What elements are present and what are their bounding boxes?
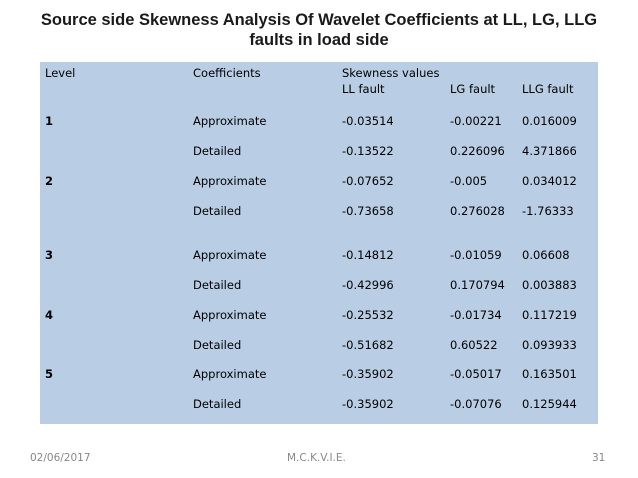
cell-llg-fault: 0.034012 (522, 174, 577, 188)
skewness-table: Level Coefficients Skewness values LL fa… (40, 62, 598, 424)
header-llg-fault: LLG fault (522, 82, 574, 96)
cell-level: 2 (45, 174, 54, 188)
header-skewness-values: Skewness values (342, 66, 440, 80)
header-coefficients: Coefficients (193, 66, 261, 80)
cell-lg-fault: 0.276028 (450, 204, 505, 218)
header-ll-fault: LL fault (342, 82, 385, 96)
cell-ll-fault: -0.42996 (342, 278, 394, 292)
header-lg-fault: LG fault (450, 82, 496, 96)
cell-level: 4 (45, 308, 54, 322)
cell-llg-fault: 4.371866 (522, 144, 577, 158)
cell-coefficient: Detailed (193, 144, 242, 158)
cell-ll-fault: -0.25532 (342, 308, 394, 322)
footer-page-number: 31 (592, 452, 606, 464)
cell-ll-fault: -0.73658 (342, 204, 394, 218)
cell-ll-fault: -0.14812 (342, 248, 394, 262)
header-level: Level (45, 66, 76, 80)
cell-lg-fault: 0.60522 (450, 338, 498, 352)
cell-coefficient: Detailed (193, 278, 242, 292)
cell-ll-fault: -0.35902 (342, 367, 394, 381)
cell-ll-fault: -0.13522 (342, 144, 394, 158)
cell-llg-fault: 0.163501 (522, 367, 577, 381)
cell-level: 1 (45, 114, 54, 128)
cell-coefficient: Detailed (193, 204, 242, 218)
cell-coefficient: Approximate (193, 114, 267, 128)
cell-ll-fault: -0.07652 (342, 174, 394, 188)
cell-level: 3 (45, 248, 54, 262)
cell-lg-fault: -0.07076 (450, 397, 502, 411)
cell-ll-fault: -0.03514 (342, 114, 394, 128)
footer-date: 02/06/2017 (30, 452, 91, 464)
cell-coefficient: Approximate (193, 367, 267, 381)
cell-llg-fault: 0.016009 (522, 114, 577, 128)
cell-llg-fault: 0.093933 (522, 338, 577, 352)
cell-coefficient: Detailed (193, 338, 242, 352)
cell-ll-fault: -0.51682 (342, 338, 394, 352)
cell-lg-fault: -0.00221 (450, 114, 502, 128)
cell-coefficient: Approximate (193, 308, 267, 322)
cell-ll-fault: -0.35902 (342, 397, 394, 411)
cell-llg-fault: 0.117219 (522, 308, 577, 322)
footer-org: M.C.K.V.I.E. (287, 452, 346, 464)
cell-level: 5 (45, 367, 54, 381)
cell-lg-fault: -0.05017 (450, 367, 502, 381)
cell-lg-fault: 0.226096 (450, 144, 505, 158)
cell-coefficient: Approximate (193, 174, 267, 188)
cell-lg-fault: -0.01059 (450, 248, 502, 262)
cell-llg-fault: 0.06608 (522, 248, 570, 262)
cell-llg-fault: 0.125944 (522, 397, 577, 411)
slide-title: Source side Skewness Analysis Of Wavelet… (40, 11, 598, 49)
cell-lg-fault: -0.01734 (450, 308, 502, 322)
cell-coefficient: Approximate (193, 248, 267, 262)
cell-llg-fault: 0.003883 (522, 278, 577, 292)
cell-llg-fault: -1.76333 (522, 204, 574, 218)
cell-coefficient: Detailed (193, 397, 242, 411)
cell-lg-fault: -0.005 (450, 174, 488, 188)
cell-lg-fault: 0.170794 (450, 278, 505, 292)
